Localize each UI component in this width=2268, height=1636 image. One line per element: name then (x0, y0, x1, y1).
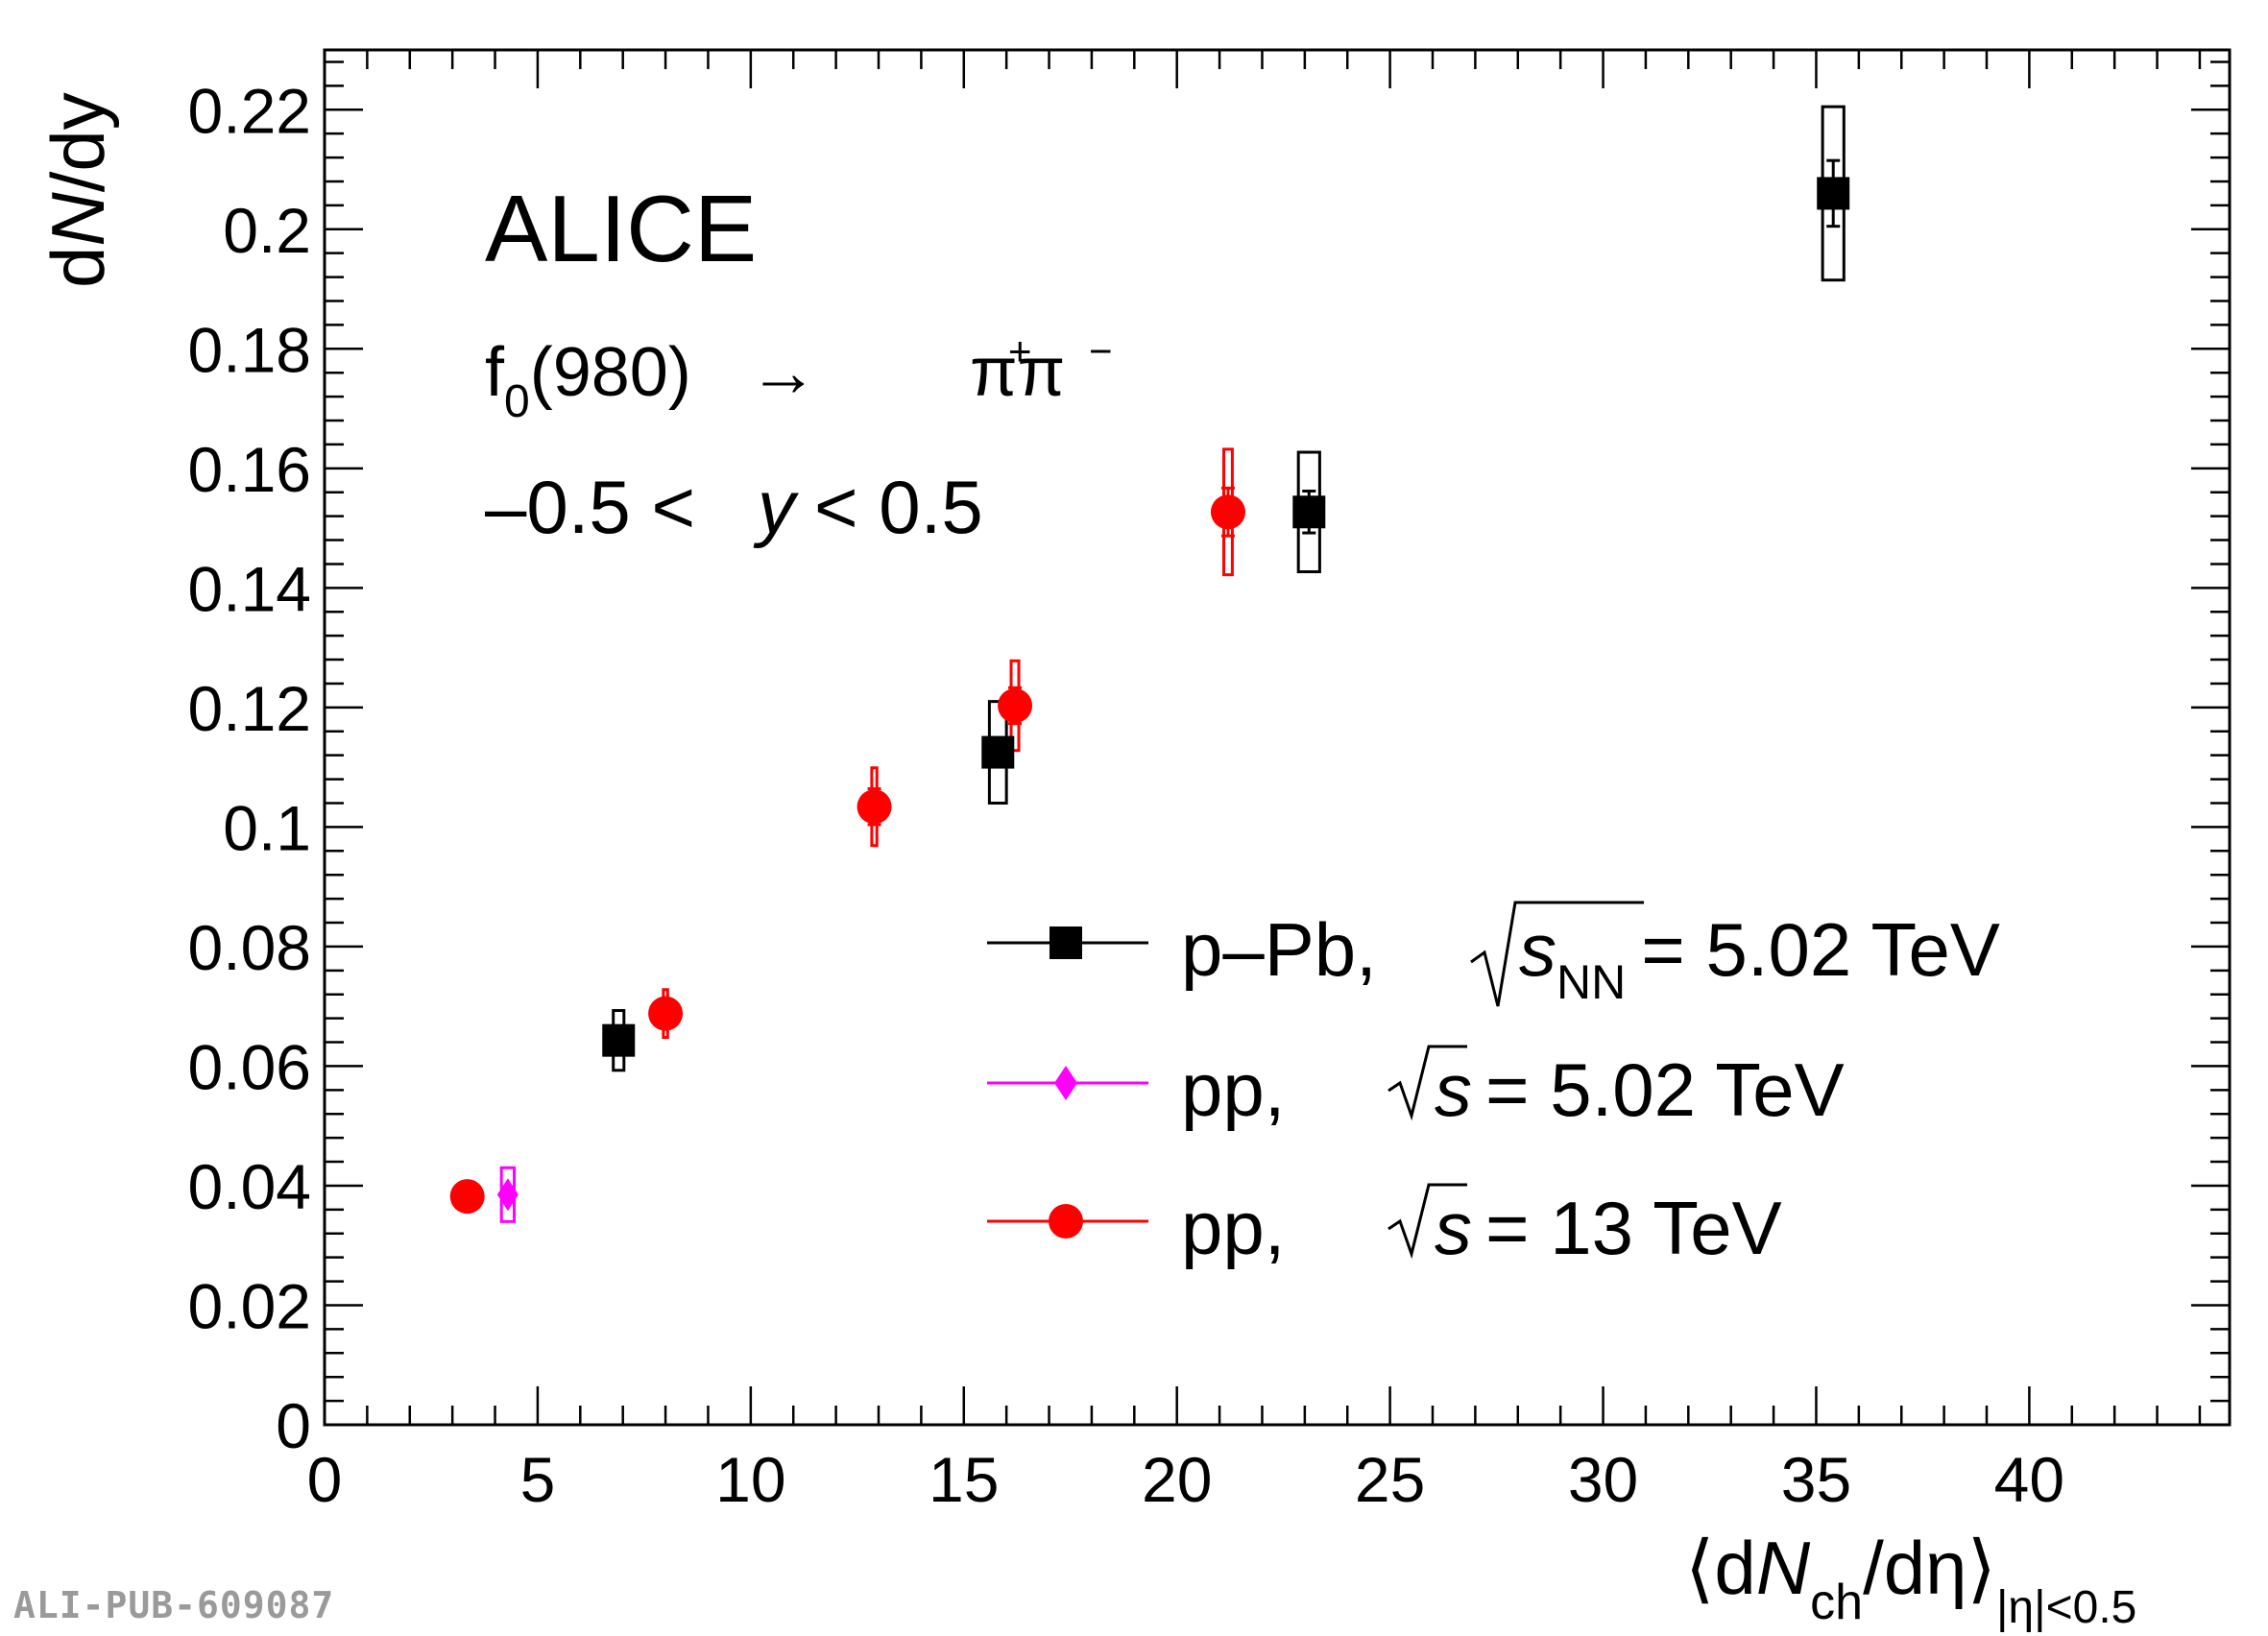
pi-plus-charge: + (1008, 328, 1032, 373)
y-tick-label: 0.04 (188, 1151, 311, 1222)
x-tick-label: 25 (1355, 1444, 1425, 1515)
y-tick-label: 0.08 (188, 912, 311, 983)
plot-frame (323, 48, 2232, 1427)
y-tick-label: 0.06 (188, 1031, 311, 1102)
legend-entry-ppb: p–Pb, sNN = 5.02 TeV (987, 901, 2000, 1009)
data-point-circle (857, 789, 892, 825)
legend-marker-pp13 (1049, 1204, 1083, 1239)
y-tick-label: 0.16 (188, 434, 311, 505)
y-tick-label: 0.1 (223, 792, 311, 863)
legend-label-ppb: p–Pb, (1181, 907, 1377, 992)
legend-label-pp502: pp, (1181, 1047, 1285, 1132)
legend-entry-pp13: pp, s = 13 TeV (987, 1183, 1782, 1270)
legend-label-pp13: pp, (1181, 1186, 1285, 1270)
y-tick-label: 0.2 (223, 195, 311, 266)
process-label: f0(980) → (485, 334, 818, 427)
rapidity-label: –0.5 < y < 0.5 (485, 465, 983, 549)
x-tick-label: 40 (1994, 1444, 2064, 1515)
data-point-circle (449, 1179, 485, 1215)
legend-marker-pp502 (1054, 1066, 1077, 1100)
y-tick-label: 0.02 (188, 1270, 311, 1341)
data-point-square (1817, 177, 1850, 210)
x-tick-label: 0 (307, 1444, 343, 1515)
data-point-square (602, 1023, 636, 1057)
y-axis-title: dN/dy (36, 92, 120, 288)
y-tick-label: 0.14 (188, 553, 311, 624)
x-tick-label: 30 (1568, 1444, 1638, 1515)
legend: p–Pb, sNN = 5.02 TeV pp, s = 5.02 TeV pp, (987, 901, 2000, 1270)
x-tick-label: 35 (1781, 1444, 1851, 1515)
data-point-diamond (496, 1178, 519, 1212)
x-tick-label: 20 (1142, 1444, 1212, 1515)
publication-id: ALI-PUB-609087 (13, 1584, 335, 1626)
axis-ticks (323, 50, 2230, 1427)
plot-border (323, 48, 2232, 1427)
y-tick-label: 0.22 (188, 75, 311, 146)
y-tick-label: 0.12 (188, 673, 311, 744)
decay-products-label: ππ (970, 334, 1065, 411)
stat-error-bars (460, 158, 1841, 1204)
legend-marker-ppb (1050, 926, 1082, 959)
legend-energy-pp13: s = 13 TeV (1435, 1186, 1782, 1270)
legend-sqrt-ppb (1470, 901, 1644, 1007)
legend-sqrt-pp13 (1387, 1183, 1467, 1260)
pi-minus-charge: − (1089, 328, 1113, 373)
legend-sqrt-pp502 (1387, 1045, 1467, 1121)
tick-labels: 0 5 10 15 20 25 30 35 40 0 0.02 0.04 0.06 0.08 0.1 0.12… (188, 75, 2065, 1515)
experiment-label: ALICE (485, 176, 757, 281)
x-tick-label: 15 (929, 1444, 999, 1515)
data-point-circle (998, 688, 1033, 724)
data-point-circle (1210, 494, 1245, 530)
legend-energy-ppb: sNN = 5.02 TeV (1519, 907, 2000, 1009)
legend-energy-pp502: s = 5.02 TeV (1435, 1047, 1845, 1132)
y-tick-label: 0 (276, 1390, 311, 1461)
data-points (449, 177, 1850, 1215)
data-point-square (1292, 495, 1326, 529)
x-tick-label: 5 (520, 1444, 556, 1515)
x-tick-label: 10 (715, 1444, 785, 1515)
x-axis-title: ⟨dNch/dη⟩|η|<0.5 (1685, 1526, 2136, 1633)
data-point-circle (648, 996, 684, 1031)
data-point-square (981, 735, 1015, 769)
y-tick-label: 0.18 (188, 314, 311, 385)
legend-entry-pp502: pp, s = 5.02 TeV (987, 1045, 1845, 1132)
